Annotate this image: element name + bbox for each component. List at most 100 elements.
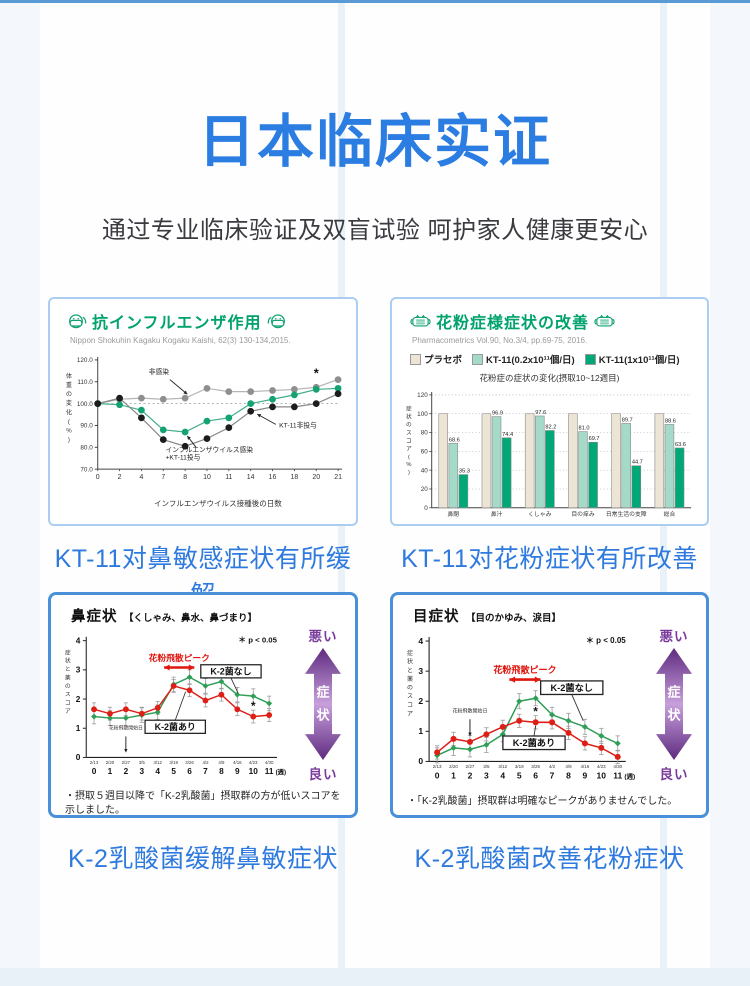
svg-text:120: 120 [417,392,428,399]
svg-text:花粉飛散ピーク: 花粉飛散ピーク [493,664,556,675]
svg-text:K-2菌あり: K-2菌あり [513,737,556,748]
eye-title: 目症状 【目のかゆみ、涙目】 [413,605,698,626]
svg-text:4/23: 4/23 [597,764,606,769]
influenza-chart: 70.0 80.0 90.0 100.0 110.0 120.0 0 2 4 7 8 10 11 14 16… [66,356,342,508]
svg-text:(: ( [68,418,71,425]
svg-text:4/2: 4/2 [202,760,209,765]
caption-kafun: KT-11对花粉症状有所改善 [401,545,698,573]
svg-text:花粉飛散開始日: 花粉飛散開始日 [109,725,143,732]
svg-text:9: 9 [235,767,240,776]
panel-nose: 鼻症状 【くしゃみ、鼻水、鼻づまり】 0 1 2 3 4 花粉飛散ピーク 花粉飛散開始日 K-… [48,592,358,818]
svg-text:3/19: 3/19 [169,760,178,765]
svg-text:4/16: 4/16 [233,760,242,765]
svg-text:KT-11非投与: KT-11非投与 [279,421,317,430]
svg-text:11: 11 [613,770,622,780]
svg-text:21: 21 [334,474,342,481]
svg-text:インフルエンザウイルス接種後の日数: インフルエンザウイルス接種後の日数 [154,498,282,508]
legend-item-placebo: プラセボ [410,352,462,366]
bottom-band [0,968,750,986]
svg-text:16: 16 [269,474,277,481]
svg-text:K-2菌なし: K-2菌なし [210,665,251,676]
svg-text:3: 3 [418,666,423,676]
svg-text:0: 0 [435,770,440,780]
svg-text:40: 40 [421,467,429,474]
svg-text:*: * [251,700,256,713]
panel-kafun: 花粉症様症状の改善 Pharmacometrics Vol.90, No.3/4… [390,297,709,526]
nose-title: 鼻症状 【くしゃみ、鼻水、鼻づまり】 [71,605,347,626]
svg-text:2: 2 [76,695,81,704]
svg-text:+KT-11投与: +KT-11投与 [165,453,200,462]
svg-text:総合: 総合 [664,510,676,518]
svg-text:日常生活の支障: 日常生活の支障 [606,510,647,518]
svg-text:35.3: 35.3 [459,469,470,475]
svg-text:10: 10 [249,767,259,776]
svg-text:3: 3 [484,770,489,780]
svg-text:82.2: 82.2 [545,424,556,430]
svg-text:0: 0 [76,753,81,762]
svg-text:2/13: 2/13 [90,760,99,765]
svg-text:4/2: 4/2 [549,764,556,769]
svg-text:3/5: 3/5 [139,760,146,765]
svg-text:の: の [65,683,71,690]
svg-text:ア: ア [65,708,71,715]
svg-text:1: 1 [418,726,423,736]
svg-text:症: 症 [406,405,412,413]
svg-text:状: 状 [406,413,412,421]
svg-text:ア: ア [407,710,413,717]
svg-text:4/9: 4/9 [565,764,572,769]
svg-text:7: 7 [550,770,555,780]
svg-text:変: 変 [66,399,72,407]
svg-text:9: 9 [583,770,588,780]
svg-text:3/12: 3/12 [153,760,162,765]
eye-title-note: 【目のかゆみ、涙目】 [465,613,561,624]
svg-text:0: 0 [418,756,423,766]
svg-text:70.0: 70.0 [80,466,93,473]
svg-text:コ: コ [406,437,412,444]
svg-text:の: の [407,685,413,692]
svg-text:4/30: 4/30 [613,764,622,769]
svg-text:90.0: 90.0 [80,423,93,430]
svg-text:＊ p < 0.05: ＊ p < 0.05 [238,636,277,645]
svg-text:88.6: 88.6 [665,418,676,424]
svg-text:と: と [65,666,71,673]
influenza-heading: 抗インフルエンザ作用 [92,315,262,332]
svg-text:4/9: 4/9 [218,760,225,765]
panel-influenza: 抗インフルエンザ作用 Nippon Shokuhin Kagaku Kogaku… [48,297,358,526]
svg-text:100: 100 [417,411,428,418]
top-border [0,0,750,3]
svg-text:11: 11 [225,474,232,481]
svg-text:コ: コ [65,700,71,707]
svg-text:74.4: 74.4 [502,432,513,438]
caption-nose: K-2乳酸菌缓解鼻敏症状 [68,845,338,873]
kafun-heading: 花粉症様症状の改善 [436,315,590,332]
svg-text:目の痒み: 目の痒み [571,510,594,518]
svg-text:3/26: 3/26 [185,760,194,765]
svg-text:ス: ス [65,691,71,698]
svg-text:体: 体 [66,372,72,380]
legend-swatch-kt11-low [472,353,484,365]
svg-text:1: 1 [76,724,81,733]
svg-text:2: 2 [118,474,122,481]
svg-text:2: 2 [418,696,423,706]
caption-eye: K-2乳酸菌改善花粉症状 [414,845,685,873]
svg-text:3: 3 [76,666,81,675]
svg-text:4: 4 [139,474,143,481]
kafun-source: Pharmacometrics Vol.90, No.3/4, pp.69-75… [412,336,588,345]
severity-scale: 悪い 症状 良い [295,625,351,783]
svg-text:症: 症 [65,648,71,656]
background-band [0,0,40,986]
svg-text:花粉飛散ピーク: 花粉飛散ピーク [149,652,210,663]
svg-text:8: 8 [183,474,187,481]
nose-title-main: 鼻症状 [71,609,118,625]
svg-text:100.0: 100.0 [77,401,93,408]
svg-text:くしゃみ: くしゃみ [528,511,551,518]
svg-text:7: 7 [203,767,208,776]
svg-text:0: 0 [424,505,428,512]
svg-text:(週): (週) [276,767,287,776]
svg-text:4: 4 [418,636,423,646]
svg-text:8: 8 [219,767,224,776]
svg-text:薬: 薬 [65,673,71,681]
influenza-panel-header: 抗インフルエンザ作用 [68,309,348,333]
mask-face-icon [267,313,286,330]
